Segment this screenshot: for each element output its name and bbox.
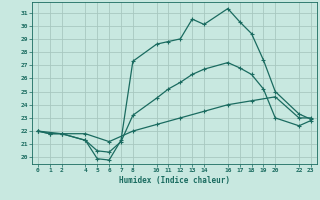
X-axis label: Humidex (Indice chaleur): Humidex (Indice chaleur) <box>119 176 230 185</box>
